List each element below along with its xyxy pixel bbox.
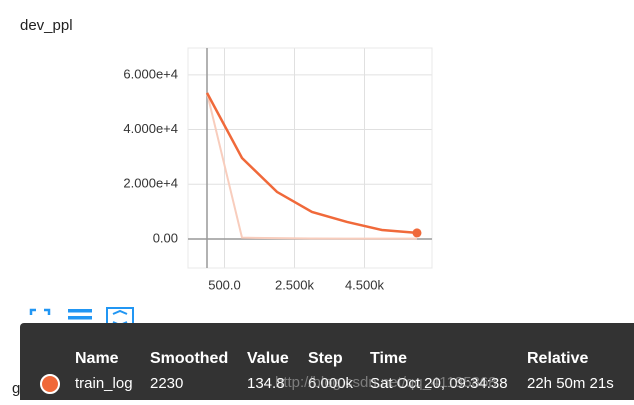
tooltip-header: Smoothed — [150, 350, 228, 367]
y-tick-label: 2.000e+4 — [123, 176, 178, 191]
y-tick-label: 4.000e+4 — [123, 121, 178, 136]
tooltip: Name Smoothed Value Step Time Relative train_l… — [20, 323, 634, 405]
x-tick-label: 500.0 — [208, 277, 241, 292]
tooltip-cell: 2230 — [150, 375, 183, 392]
y-tick-label: 6.000e+4 — [123, 66, 178, 81]
tooltip-header: Value — [247, 350, 289, 367]
tooltip-cell: Sat Oct 20, 09:34:38 — [370, 375, 508, 392]
series-swatch — [40, 374, 60, 394]
tooltip-cell: 134.8 — [247, 375, 285, 392]
smoothed-line — [205, 92, 418, 235]
watermark: http://blog.csdn.net/qq_41185868 — [275, 374, 497, 391]
chart-title: dev_ppl — [20, 17, 73, 34]
raw-line — [206, 92, 417, 240]
tooltip-header: Time — [370, 350, 407, 367]
hover-point — [412, 228, 422, 238]
y-tick-label: 0.00 — [153, 230, 178, 245]
x-tick-label: 4.500k — [345, 277, 385, 292]
plot-border — [187, 47, 433, 269]
tooltip-cell: train_log — [75, 375, 133, 392]
tooltip-cell: 22h 50m 21s — [527, 375, 614, 392]
tooltip-header: Name — [75, 350, 119, 367]
tooltip-header: Step — [308, 350, 343, 367]
plot-area: 0.00 2.000e+4 4.000e+4 6.000e+4 500.0 2.500k 4… — [123, 47, 433, 292]
fullscreen-icon[interactable] — [29, 308, 51, 330]
x-tick-label: 2.500k — [275, 277, 315, 292]
tooltip-box — [20, 323, 634, 405]
tooltip-header: Relative — [527, 350, 588, 367]
tooltip-cell: 6.000k — [308, 375, 354, 392]
